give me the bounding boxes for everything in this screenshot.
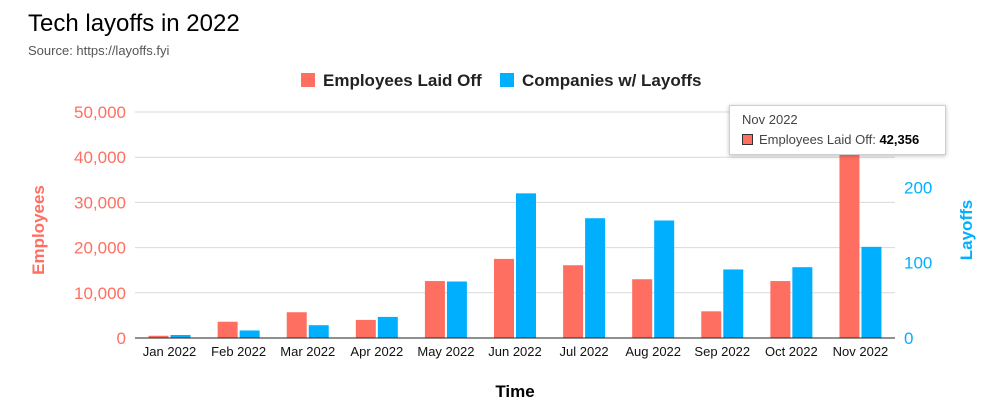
- x-tick-label: Jun 2022: [488, 344, 542, 359]
- page-title: Tech layoffs in 2022: [28, 10, 240, 37]
- tooltip-value: 42,356: [879, 132, 920, 147]
- tooltip-swatch: [742, 134, 753, 145]
- y-tick-label-right: 100: [904, 254, 932, 273]
- x-tick-label: Apr 2022: [350, 344, 403, 359]
- legend: Employees Laid Off Companies w/ Layoffs: [301, 71, 701, 90]
- x-tick-label: Mar 2022: [280, 344, 335, 359]
- x-tick-label: May 2022: [417, 344, 474, 359]
- bar-companies-with-layoffs: [723, 269, 744, 338]
- x-tick-label: Oct 2022: [765, 344, 818, 359]
- gridlines: [135, 111, 895, 294]
- tooltip-title: Nov 2022: [742, 112, 798, 127]
- bar-employees-laid-off: [286, 312, 307, 338]
- y-tick-label-right: 0: [904, 329, 913, 348]
- bar-companies-with-layoffs: [446, 281, 467, 338]
- bar-companies-with-layoffs: [861, 246, 882, 338]
- x-tick-label: Nov 2022: [833, 344, 889, 359]
- y-axis-title-layoffs: Layoffs: [957, 200, 976, 260]
- bar-companies-with-layoffs: [239, 330, 260, 338]
- legend-label-employees[interactable]: Employees Laid Off: [323, 71, 482, 90]
- y-tick-label-right: 200: [904, 178, 932, 197]
- bar-companies-with-layoffs: [585, 218, 606, 338]
- y-tick-label-left: 20,000: [74, 239, 126, 258]
- x-tick-label: Sep 2022: [694, 344, 750, 359]
- bar-companies-with-layoffs: [516, 193, 536, 338]
- y-tick-label-left: 0: [117, 329, 126, 348]
- bar-companies-with-layoffs: [377, 316, 398, 338]
- y-axis-title-employees: Employees: [29, 185, 48, 275]
- legend-swatch-companies[interactable]: [500, 73, 514, 87]
- bar-employees-laid-off: [148, 335, 169, 338]
- bar-employees-laid-off: [563, 265, 584, 338]
- bar-employees-laid-off: [355, 319, 376, 338]
- tooltip-row: Employees Laid Off: 42,356: [742, 131, 933, 149]
- x-tick-label: Jan 2022: [143, 344, 197, 359]
- x-tick-label: Aug 2022: [625, 344, 681, 359]
- y-tick-label-left: 50,000: [74, 103, 126, 122]
- tooltip: Nov 2022 Employees Laid Off: 42,356: [729, 105, 946, 155]
- bar-employees-laid-off: [632, 279, 653, 338]
- page-subtitle: Source: https://layoffs.fyi: [28, 43, 170, 58]
- bar-employees-laid-off: [494, 258, 514, 338]
- y-tick-label-left: 30,000: [74, 193, 126, 212]
- x-axis-title: Time: [495, 382, 534, 401]
- x-tick-label: Jul 2022: [560, 344, 609, 359]
- y-tick-label-left: 10,000: [74, 284, 126, 303]
- bar-employees-laid-off: [770, 281, 791, 338]
- bar-companies-with-layoffs: [308, 325, 329, 338]
- bar-companies-with-layoffs: [170, 334, 191, 338]
- bar-employees-laid-off: [217, 321, 238, 338]
- bar-employees-laid-off: [424, 281, 445, 338]
- bar-companies-with-layoffs: [792, 267, 813, 338]
- bar-employees-laid-off: [839, 146, 860, 338]
- x-tick-label: Feb 2022: [211, 344, 266, 359]
- legend-label-companies[interactable]: Companies w/ Layoffs: [522, 71, 701, 90]
- bars: [148, 146, 882, 338]
- bar-companies-with-layoffs: [654, 220, 675, 338]
- tooltip-label: Employees Laid Off:: [759, 132, 876, 147]
- bar-employees-laid-off: [701, 311, 722, 338]
- legend-swatch-employees[interactable]: [301, 73, 315, 87]
- y-tick-label-left: 40,000: [74, 148, 126, 167]
